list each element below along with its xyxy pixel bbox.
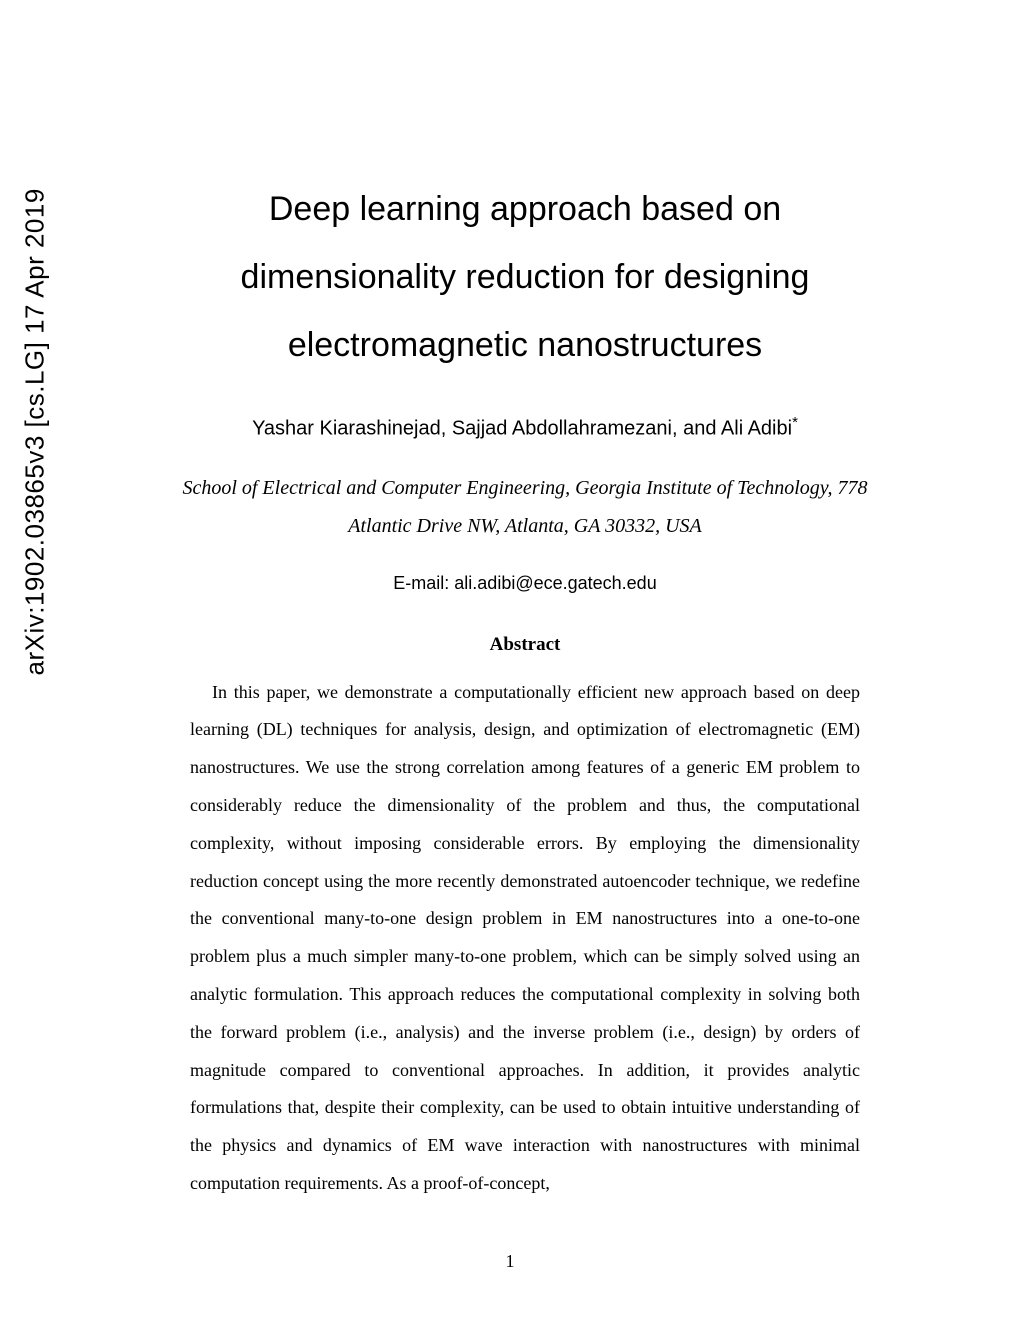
arxiv-identifier: arXiv:1902.03865v3 [cs.LG] 17 Apr 2019	[20, 188, 51, 675]
paper-authors: Yashar Kiarashinejad, Sajjad Abdollahram…	[160, 414, 890, 441]
page-content: Deep learning approach based on dimensio…	[0, 0, 1020, 1253]
authors-text: Yashar Kiarashinejad, Sajjad Abdollahram…	[252, 418, 792, 440]
corresponding-marker: *	[792, 414, 798, 431]
abstract-heading: Abstract	[160, 634, 890, 656]
page-number: 1	[0, 1251, 1020, 1272]
abstract-body: In this paper, we demonstrate a computat…	[160, 674, 890, 1203]
paper-affiliation: School of Electrical and Computer Engine…	[160, 469, 890, 545]
paper-email: E-mail: ali.adibi@ece.gatech.edu	[160, 573, 890, 594]
paper-title: Deep learning approach based on dimensio…	[160, 175, 890, 379]
